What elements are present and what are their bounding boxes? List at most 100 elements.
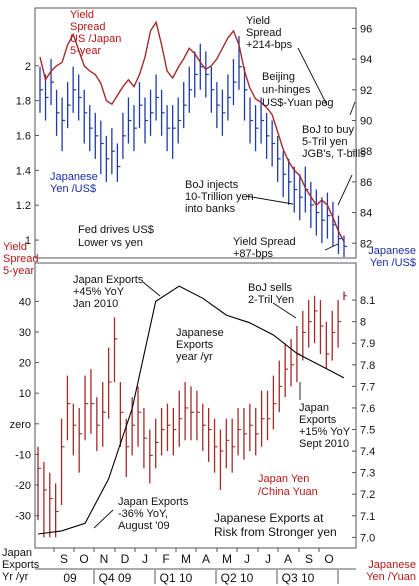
annotation-japanese-exports: Japanese: [176, 327, 224, 339]
bottom-right-tick-label: 7.5: [360, 425, 375, 437]
top-left-tick-label: 1.8: [16, 96, 31, 108]
quarter-label: Q1 10: [160, 571, 193, 585]
month-tick-label: F: [162, 552, 169, 566]
top-left-tick-label: 1.2: [16, 200, 31, 212]
yield-spread-line: [39, 20, 345, 243]
annotation-japanese-exports: Exports: [176, 339, 214, 351]
bottom-left-tick-label: zero: [10, 419, 31, 431]
annotation-yen-usd-series: Japanese: [50, 171, 98, 183]
annotation-beijing: Beijing: [262, 71, 295, 83]
bottom-right-tick-label: 7.9: [360, 338, 375, 350]
annotation-risk-title: Japanese Exports at: [214, 511, 324, 525]
month-tick-label: J: [244, 552, 250, 566]
annotation-japanese-exports: year /yr: [176, 351, 213, 363]
bottom-right-tick-label: 7.6: [360, 403, 375, 415]
month-tick-label: A: [202, 552, 210, 566]
annotation-leader-line: [337, 174, 353, 206]
annotation-beijing: US$-Yuan peg: [262, 97, 334, 109]
top-left-tick-label: 1.6: [16, 130, 31, 142]
bottom-right-tick-label: 7.1: [360, 511, 375, 523]
top-right-tick-label: 84: [360, 208, 372, 220]
month-tick-label: N: [100, 552, 109, 566]
annotation-exports-15: Exports: [299, 414, 337, 426]
bottom-left-tick-label: 40: [19, 296, 31, 308]
bottom-right-axis-label: Japanese: [368, 559, 416, 571]
series-layer: [37, 20, 347, 538]
annotation-boj-buy: BoJ to buy: [302, 124, 354, 136]
annotation-yield-spread-title: 5-year: [70, 45, 102, 57]
annotation-exports-minus36: August '09: [118, 520, 170, 532]
bottom-right-tick-label: 8: [360, 317, 366, 329]
bottom-right-tick-label: 7.8: [360, 360, 375, 372]
annotation-exports-15: +15% YoY: [299, 426, 351, 438]
bottom-right-tick-label: 7.0: [360, 532, 375, 544]
bottom-left-axis-label: Japan: [2, 547, 32, 559]
annotation-fed-drives: Lower vs yen: [78, 237, 143, 249]
annotation-exports-45: Japan Exports: [73, 274, 144, 286]
top-right-tick-label: 92: [360, 85, 372, 97]
top-left-tick-label: 2: [25, 61, 31, 73]
top-right-tick-label: 90: [360, 115, 372, 127]
month-tick-label: S: [60, 552, 68, 566]
annotation-exports-15: Sept 2010: [299, 438, 349, 450]
annotation-yen-yuan-series: Japan Yen: [258, 473, 309, 485]
annotation-spread-214: +214-bps: [246, 39, 293, 51]
annotation-spread-87: Yield Spread: [233, 236, 296, 248]
annotation-boj-sells: BoJ sells: [248, 282, 293, 294]
bottom-right-axis-label: Yen /Yuan: [366, 571, 416, 583]
annotation-exports-minus36: Japan Exports: [118, 496, 189, 508]
quarter-label: Q2 10: [221, 571, 254, 585]
annotation-leader-line: [272, 302, 297, 319]
month-tick-label: A: [284, 552, 292, 566]
annotation-boj-buy: JGB's, T-bills: [302, 148, 366, 160]
annotation-leader-line: [324, 243, 339, 251]
top-panel-frame: [34, 7, 357, 259]
annotation-exports-15: Japan: [299, 402, 329, 414]
top-right-tick-label: 88: [360, 146, 372, 158]
month-tick-label: S: [305, 552, 313, 566]
bottom-left-tick-label: 30: [19, 327, 31, 339]
bottom-right-tick-label: 7.7: [360, 381, 375, 393]
annotation-yield-spread-title: Spread: [70, 21, 105, 33]
bottom-right-tick-label: 7.4: [360, 446, 375, 458]
top-right-axis-label: Japanese: [368, 245, 416, 257]
bottom-right-tick-label: 8.1: [360, 295, 375, 307]
bottom-right-tick-label: 7.2: [360, 489, 375, 501]
top-right-tick-label: 86: [360, 177, 372, 189]
annotation-exports-45: Jan 2010: [73, 298, 118, 310]
annotation-exports-45: +45% YoY: [73, 286, 125, 298]
annotation-spread-87: +87-bps: [233, 248, 274, 260]
annotation-boj-injects: BoJ injects: [185, 179, 239, 191]
top-left-tick-label: 1: [25, 235, 31, 247]
month-tick-label: O: [324, 552, 333, 566]
top-left-axis-label: Spread: [3, 253, 38, 265]
annotation-boj-injects: 10-Trillion yen: [185, 191, 254, 203]
annotation-exports-minus36: -36% YoY,: [118, 508, 168, 520]
annotation-fed-drives: Fed drives US$: [78, 224, 154, 236]
month-tick-label: J: [142, 552, 148, 566]
bottom-left-axis-label: Yr /yr: [2, 571, 29, 583]
annotation-leader-line: [245, 195, 294, 205]
month-tick-label: D: [121, 552, 130, 566]
top-left-tick-label: 1.4: [16, 165, 31, 177]
month-tick-label: J: [265, 552, 271, 566]
month-tick-label: M: [222, 552, 232, 566]
bottom-left-tick-label: 10: [19, 388, 31, 400]
bottom-left-tick-label: 20: [19, 358, 31, 370]
annotation-yield-spread-title: Yield: [70, 9, 94, 21]
top-left-axis-label: 5-year: [3, 265, 35, 277]
top-left-axis-label: Yield: [3, 241, 27, 253]
bottom-left-axis-label: Exports: [2, 559, 40, 571]
annotation-boj-buy: 5-Tril yen: [302, 136, 347, 148]
bottom-right-tick-label: 7.3: [360, 468, 375, 480]
top-right-tick-label: 94: [360, 54, 372, 66]
annotation-leader-line: [349, 101, 356, 116]
month-tick-label: O: [79, 552, 88, 566]
top-right-axis-label: Yen /US$: [370, 257, 416, 269]
annotation-yen-usd-series: Yen /US$: [50, 183, 96, 195]
annotation-leader-line: [93, 509, 114, 529]
annotation-spread-214: Spread: [246, 27, 281, 39]
annotation-risk-title: Risk from Stronger yen: [214, 525, 337, 539]
